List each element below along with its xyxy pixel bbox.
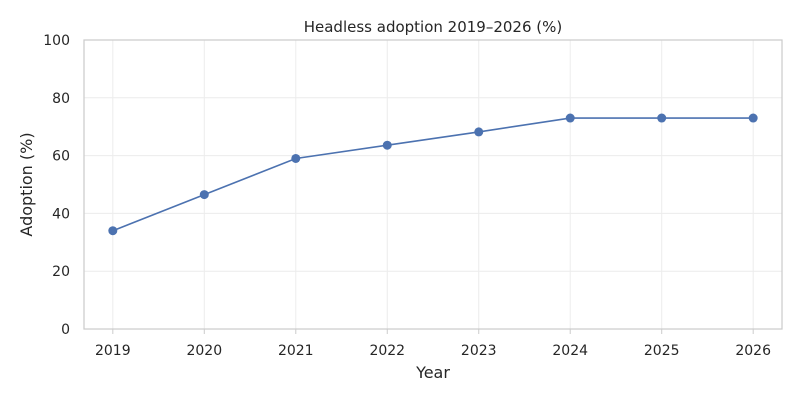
y-tick-label: 0 <box>61 322 70 338</box>
y-tick-label: 80 <box>52 91 70 107</box>
data-point <box>108 226 118 236</box>
x-axis-label: Year <box>415 363 450 382</box>
plot-frame <box>83 39 783 330</box>
data-point <box>199 190 209 200</box>
data-point <box>382 140 392 150</box>
y-axis-label: Adoption (%) <box>17 132 36 236</box>
x-tick-label: 2021 <box>278 343 314 359</box>
y-tick-label: 40 <box>52 206 70 222</box>
data-point <box>474 127 484 137</box>
series-layer <box>108 113 758 236</box>
data-point <box>748 113 758 123</box>
x-tick-label: 2026 <box>735 343 771 359</box>
series-line <box>112 117 754 232</box>
axis-ticks: 0 20 40 60 80 100 2019 2020 2021 2022 2023 2024 2025… <box>43 33 771 359</box>
x-tick-label: 2020 <box>186 343 222 359</box>
grid <box>84 39 782 330</box>
data-point <box>565 113 575 123</box>
chart-title: Headless adoption 2019–2026 (%) <box>304 18 563 36</box>
y-tick-label: 20 <box>52 264 70 280</box>
y-tick-label: 100 <box>43 33 70 49</box>
y-tick-label: 60 <box>52 149 70 165</box>
x-tick-label: 2023 <box>461 343 497 359</box>
data-point <box>291 153 301 163</box>
x-tick-label: 2024 <box>552 343 588 359</box>
data-point <box>657 113 667 123</box>
x-tick-label: 2022 <box>369 343 405 359</box>
x-tick-label: 2019 <box>95 343 131 359</box>
x-tick-label: 2025 <box>644 343 680 359</box>
